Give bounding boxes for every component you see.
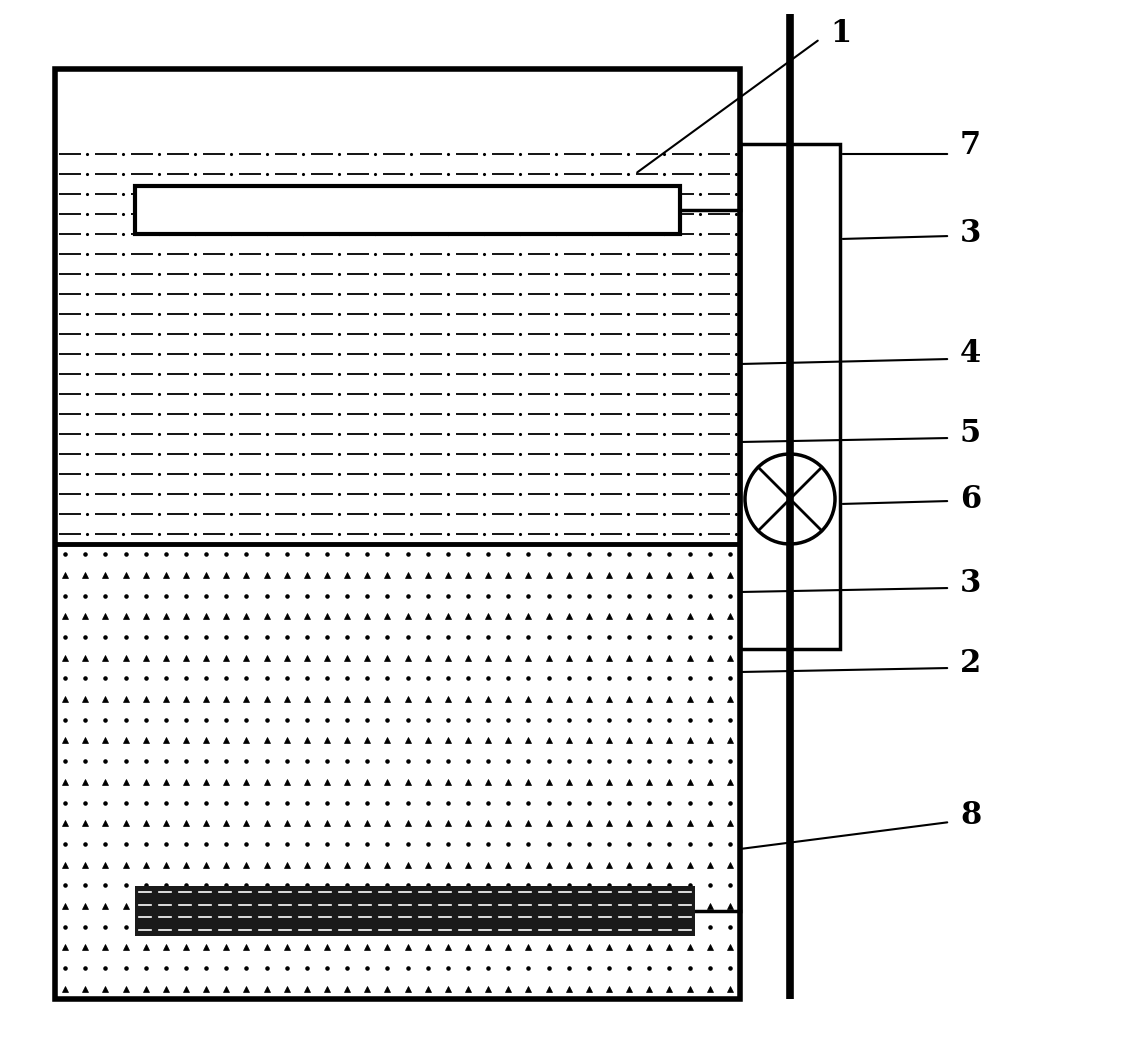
Text: 2: 2 <box>960 648 981 680</box>
Bar <box>55 544 740 999</box>
Bar <box>135 186 680 234</box>
Text: 3: 3 <box>960 568 981 600</box>
Text: 3: 3 <box>960 218 981 250</box>
Text: 8: 8 <box>960 800 981 832</box>
Text: 7: 7 <box>960 131 981 161</box>
Text: 5: 5 <box>960 418 981 449</box>
Text: 4: 4 <box>960 338 981 370</box>
Bar <box>135 886 694 936</box>
Bar <box>55 69 740 999</box>
Bar <box>55 144 740 544</box>
Text: 6: 6 <box>960 484 981 514</box>
Bar <box>740 144 840 649</box>
Text: 1: 1 <box>830 19 851 50</box>
